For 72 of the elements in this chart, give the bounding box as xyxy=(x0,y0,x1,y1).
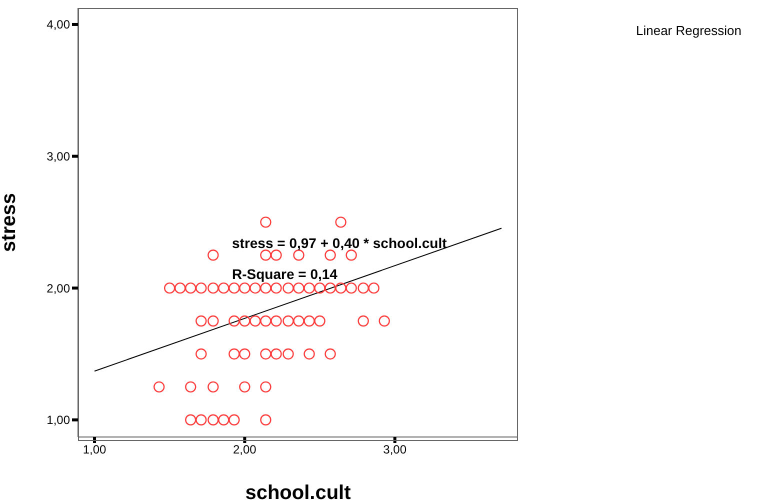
point xyxy=(282,348,294,360)
point xyxy=(358,282,369,294)
point xyxy=(270,315,282,327)
y-tick-label: 2,00 xyxy=(46,281,70,296)
y-axis-title: stress xyxy=(0,193,20,252)
point xyxy=(185,282,196,294)
point xyxy=(260,414,272,426)
point xyxy=(196,348,207,360)
point xyxy=(304,282,315,294)
point xyxy=(260,216,272,228)
point xyxy=(293,315,304,327)
point xyxy=(346,282,357,294)
point xyxy=(228,315,240,327)
point xyxy=(228,282,240,294)
point xyxy=(335,216,346,228)
point xyxy=(208,381,219,393)
point xyxy=(208,414,219,426)
point xyxy=(218,282,230,294)
point xyxy=(228,414,240,426)
point xyxy=(270,282,282,294)
point xyxy=(208,282,219,294)
point xyxy=(314,315,326,327)
point xyxy=(324,348,336,360)
point xyxy=(185,414,196,426)
point xyxy=(378,315,390,327)
point xyxy=(196,282,207,294)
point xyxy=(304,348,315,360)
point xyxy=(368,282,380,294)
point xyxy=(358,315,369,327)
point xyxy=(260,315,272,327)
annotation: stress = 0,97 + 0,40 * school.cult xyxy=(232,235,447,251)
point xyxy=(260,381,272,393)
point xyxy=(270,250,282,261)
point xyxy=(260,348,272,360)
point xyxy=(324,282,336,294)
point xyxy=(335,282,346,294)
point xyxy=(239,381,250,393)
point xyxy=(324,250,336,261)
point xyxy=(346,250,357,261)
point xyxy=(304,315,315,327)
y-tick-label: 4,00 xyxy=(46,18,70,32)
point xyxy=(239,315,250,327)
x-axis-title: school.cult xyxy=(245,482,352,503)
x-tick-label: 2,00 xyxy=(233,442,257,457)
point xyxy=(250,282,261,294)
point xyxy=(208,315,219,327)
point xyxy=(228,348,240,360)
y-tick-label: 1,00 xyxy=(46,413,70,428)
point xyxy=(282,282,294,294)
point xyxy=(196,315,207,327)
point xyxy=(153,381,165,393)
point xyxy=(293,250,304,261)
point xyxy=(218,414,230,426)
x-tick-label: 3,00 xyxy=(383,442,407,457)
y-tick-label: 3,00 xyxy=(46,150,70,164)
point xyxy=(260,282,272,294)
point xyxy=(282,315,294,327)
point xyxy=(239,348,250,360)
point xyxy=(293,282,304,294)
point xyxy=(185,381,196,393)
point xyxy=(164,282,176,294)
x-tick-label: 1,00 xyxy=(82,442,107,457)
point xyxy=(174,282,186,294)
point xyxy=(314,282,326,294)
point xyxy=(260,250,272,261)
text: Linear Regression xyxy=(636,23,742,39)
point xyxy=(196,414,207,426)
point xyxy=(208,250,219,261)
point xyxy=(250,315,261,327)
point xyxy=(270,348,282,360)
point xyxy=(239,282,250,294)
annotation: R-Square = 0,14 xyxy=(232,266,338,282)
